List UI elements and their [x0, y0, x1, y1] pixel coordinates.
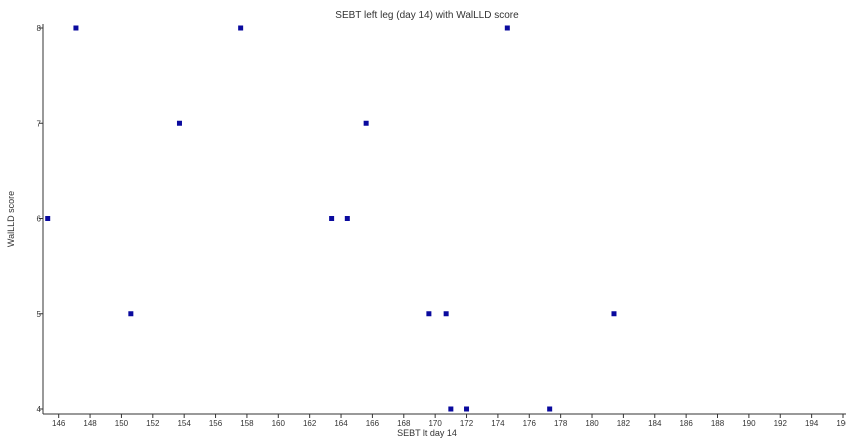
data-point — [504, 25, 510, 31]
x-tick-label: 156 — [209, 419, 223, 428]
data-point — [464, 406, 470, 412]
y-tick-label: 4 — [37, 405, 42, 414]
y-tick-label: 7 — [37, 119, 42, 128]
x-tick-label: 176 — [523, 419, 537, 428]
x-tick-label: 190 — [742, 419, 756, 428]
data-point — [363, 120, 369, 126]
x-tick-label: 158 — [240, 419, 254, 428]
data-point — [329, 216, 335, 221]
x-tick-label: 154 — [177, 419, 191, 428]
data-points — [45, 25, 617, 412]
y-axis-ticks: 4 5 6 7 8 — [37, 24, 43, 414]
chart-title: SEBT left leg (day 14) with WalLLD score — [335, 10, 519, 21]
x-tick-label: 194 — [805, 419, 819, 428]
x-tick-label: 184 — [648, 419, 662, 428]
y-tick-label: 6 — [37, 215, 42, 224]
x-tick-label: 182 — [617, 419, 631, 428]
x-tick-label: 174 — [491, 419, 505, 428]
data-point — [238, 25, 244, 31]
data-point — [547, 406, 553, 412]
y-tick-label: 8 — [37, 24, 42, 33]
x-axis-ticks: 146 148 150 152 154 156 158 160 162 164 166 168 170 1… — [52, 414, 846, 428]
y-axis-label: WalLLD score — [6, 191, 16, 247]
data-point — [443, 311, 449, 317]
x-tick-label: 160 — [272, 419, 286, 428]
y-tick-label: 5 — [37, 310, 42, 319]
x-tick-label: 148 — [83, 419, 97, 428]
x-tick-label: 168 — [397, 419, 411, 428]
data-point — [45, 216, 51, 221]
x-tick-label: 188 — [711, 419, 725, 428]
x-tick-label: 170 — [428, 419, 442, 428]
x-tick-label: 172 — [460, 419, 474, 428]
x-tick-label: 192 — [774, 419, 788, 428]
x-tick-label: 186 — [679, 419, 693, 428]
x-tick-label: 180 — [585, 419, 599, 428]
data-point — [448, 406, 454, 412]
x-tick-label: 162 — [303, 419, 317, 428]
x-tick-label: 146 — [52, 419, 66, 428]
x-tick-label: 196 — [836, 419, 846, 428]
x-tick-label: 150 — [115, 419, 129, 428]
data-point — [344, 216, 350, 221]
x-tick-label: 166 — [366, 419, 380, 428]
data-point — [128, 311, 134, 317]
x-tick-label: 178 — [554, 419, 568, 428]
data-point — [611, 311, 617, 317]
data-point — [176, 120, 182, 126]
x-tick-label: 152 — [146, 419, 160, 428]
data-point — [426, 311, 432, 317]
x-tick-label: 164 — [334, 419, 348, 428]
x-axis-label: SEBT lt day 14 — [397, 428, 457, 438]
data-point — [73, 25, 79, 31]
